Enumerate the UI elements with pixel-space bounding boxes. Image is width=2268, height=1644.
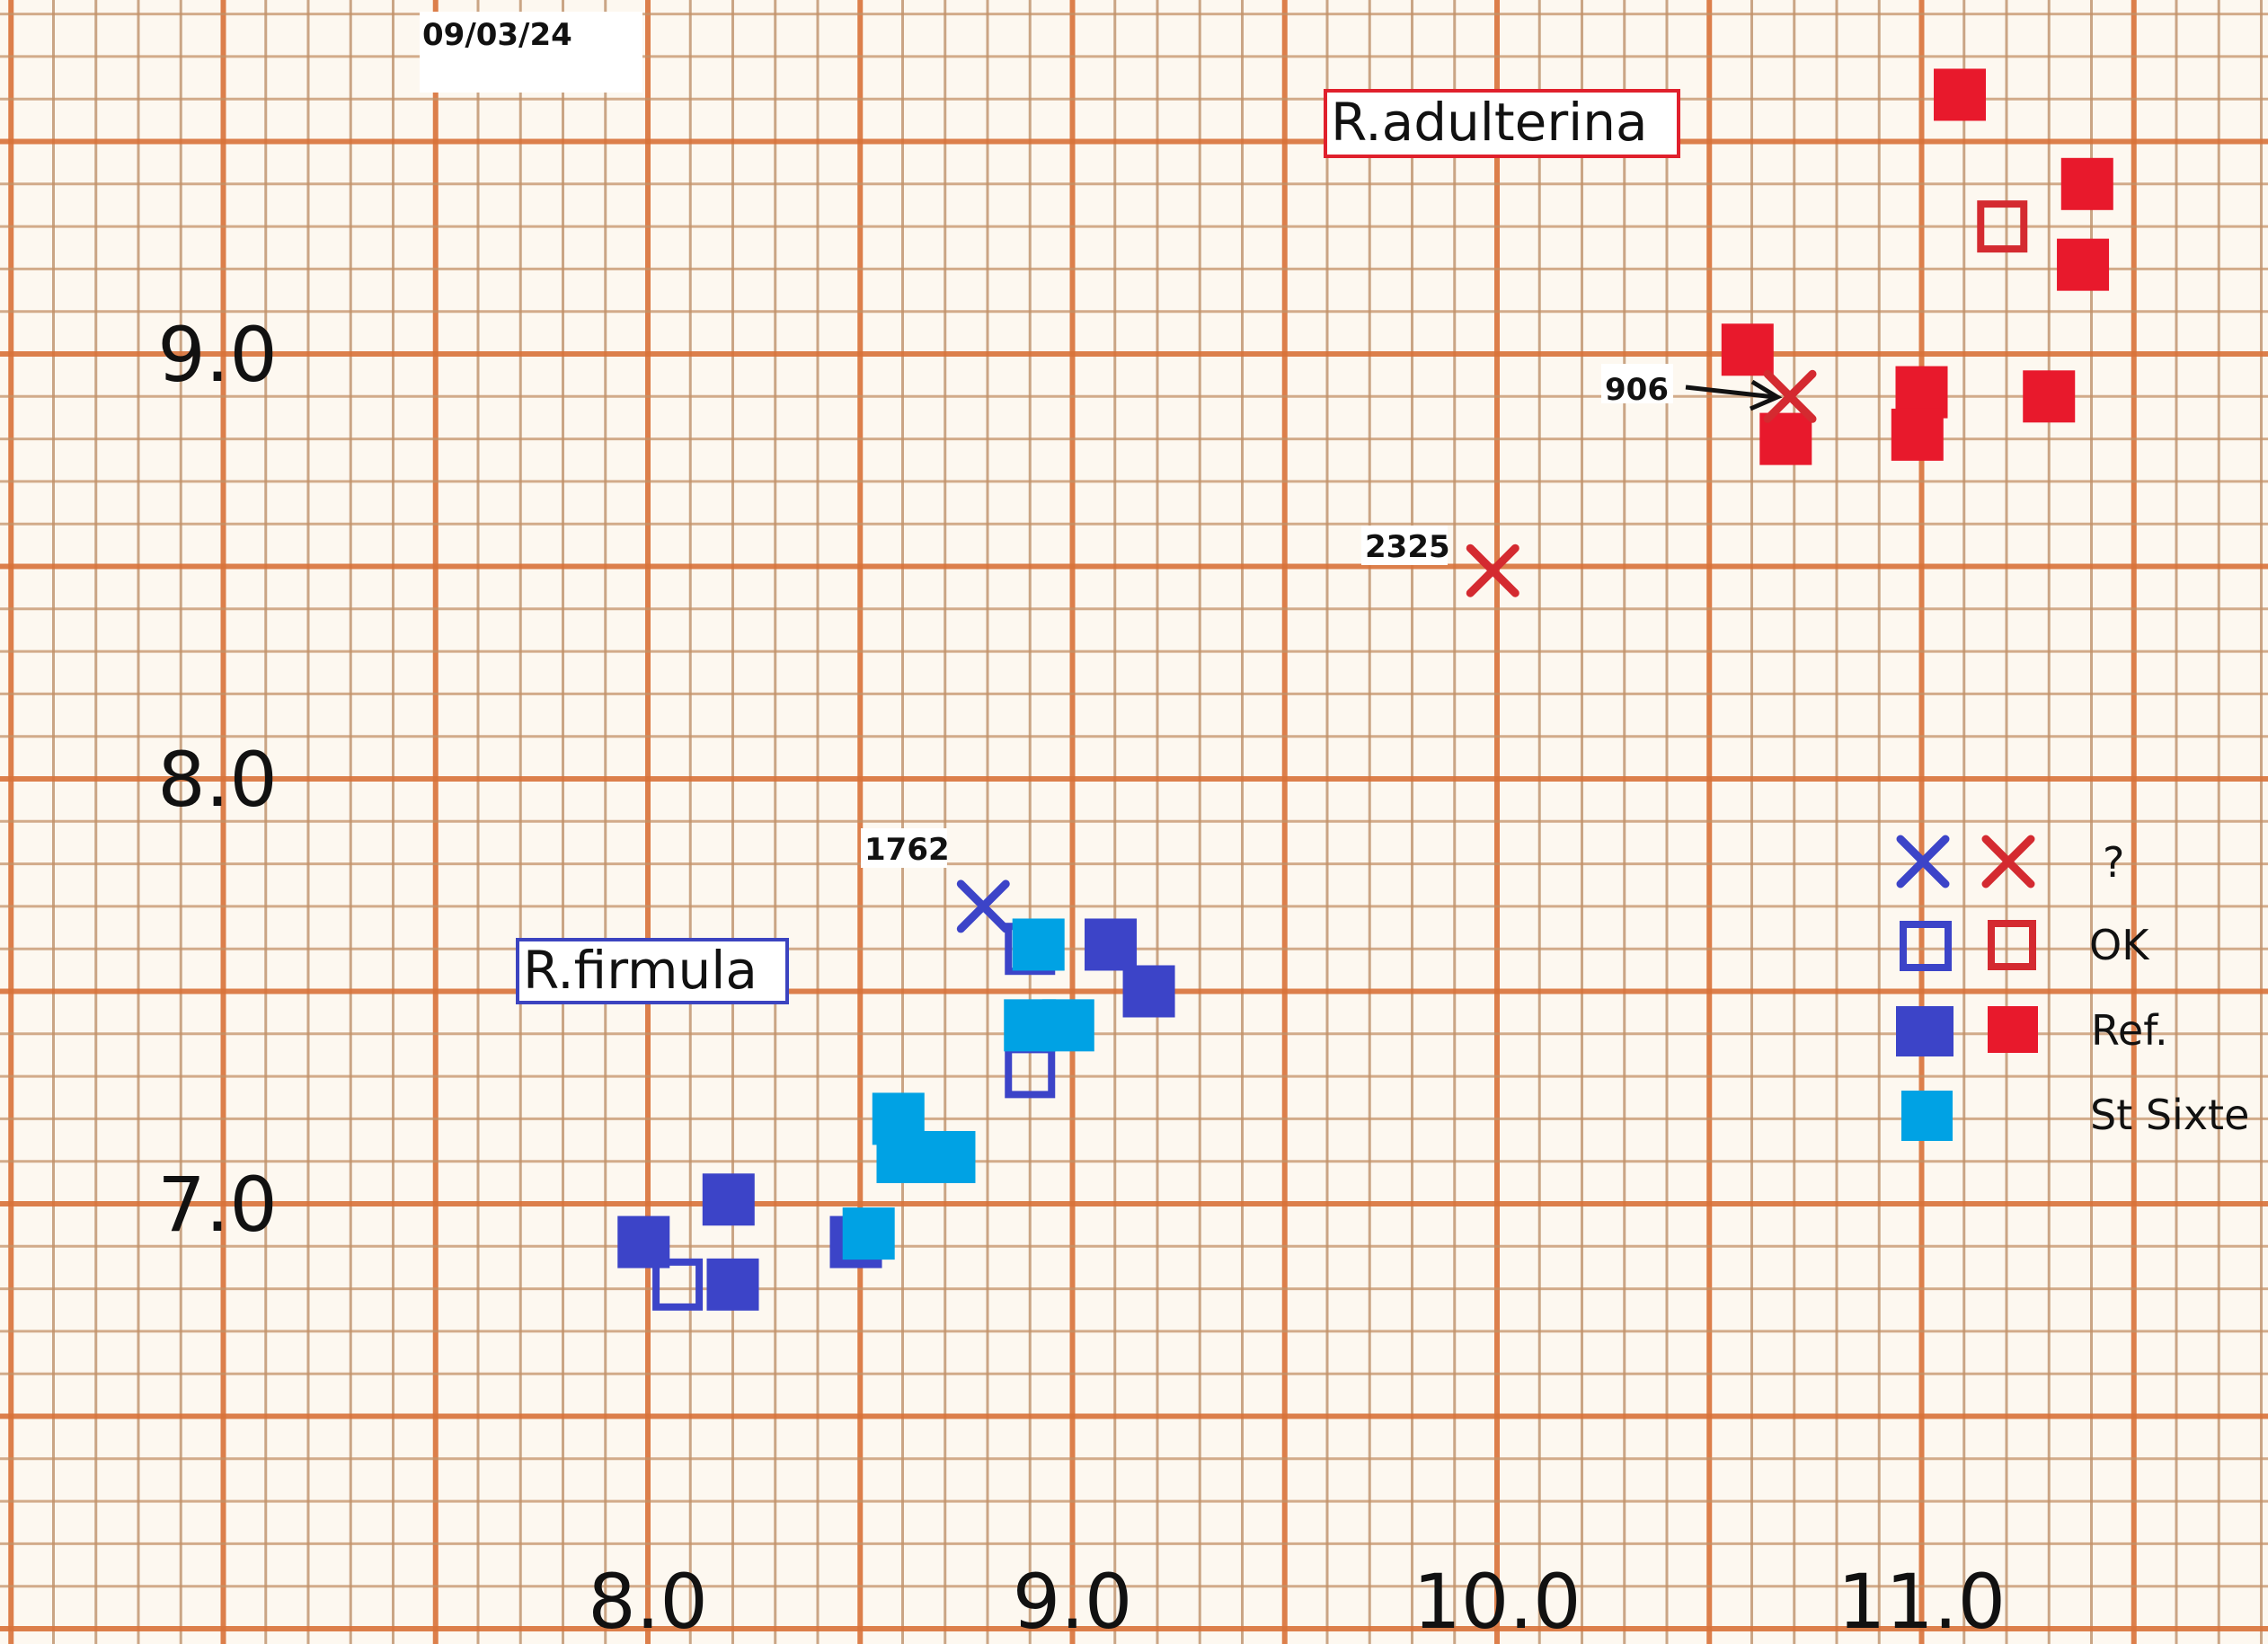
legend-label: St Sixte bbox=[2090, 1091, 2249, 1139]
x-tick-label: 9.0 bbox=[1013, 1558, 1133, 1644]
data-point-filled-square bbox=[1934, 68, 1987, 121]
date-label-box: 09/03/24 bbox=[420, 12, 642, 93]
series-st-sixte bbox=[842, 918, 1094, 1260]
data-point-filled-square bbox=[1122, 965, 1175, 1018]
group-label-text: R.firmula bbox=[523, 940, 757, 1001]
group-label-text: R.adulterina bbox=[1331, 92, 1648, 153]
legend-label: Ref. bbox=[2091, 1006, 2168, 1055]
date-label: 09/03/24 bbox=[422, 17, 572, 53]
legend-row-ref: Ref. bbox=[1896, 1006, 2168, 1056]
data-point-open-square bbox=[1977, 200, 2028, 253]
y-tick-label: 8.0 bbox=[157, 736, 278, 824]
group-label-firmula: R.firmula bbox=[516, 938, 789, 1004]
data-point-cross bbox=[956, 879, 1010, 933]
tick-labels: 8.0 9.0 10.0 11.0 9.0 8.0 7.0 bbox=[157, 311, 2006, 1644]
series-r-adulterina- bbox=[1466, 369, 1817, 597]
data-point-filled-square bbox=[1012, 918, 1065, 971]
legend-blue-cross-icon bbox=[1896, 835, 1950, 888]
annotation-906: 906 bbox=[1605, 372, 1669, 408]
data-point-filled-square bbox=[2060, 157, 2113, 210]
data-point-filled-square bbox=[842, 1207, 895, 1260]
series-r-firmula- bbox=[956, 879, 1010, 933]
data-points bbox=[617, 68, 2113, 1311]
data-point-cross bbox=[1466, 544, 1519, 597]
data-point-filled-square bbox=[2023, 370, 2076, 423]
legend-row-ok: OK bbox=[1900, 920, 2150, 971]
legend-blue-open-square-icon bbox=[1900, 921, 1952, 971]
legend-blue-filled-square-icon bbox=[1896, 1006, 1953, 1056]
data-point-filled-square bbox=[1721, 323, 1774, 376]
annotation-2325: 2325 bbox=[1365, 529, 1450, 565]
y-tick-label: 9.0 bbox=[157, 311, 278, 399]
arrow-icon bbox=[1685, 379, 1783, 411]
data-point-filled-square bbox=[923, 1130, 976, 1183]
legend-red-filled-square-icon bbox=[1988, 1006, 2038, 1053]
data-point-filled-square bbox=[706, 1258, 759, 1311]
x-tick-label: 8.0 bbox=[588, 1558, 708, 1644]
y-tick-label: 7.0 bbox=[157, 1161, 278, 1249]
legend-red-open-square-icon bbox=[1988, 920, 2036, 970]
data-point-filled-square bbox=[2057, 238, 2110, 291]
legend-row-unknown: ? bbox=[1896, 835, 2124, 888]
legend-label: ? bbox=[2103, 838, 2124, 887]
group-label-adulterina: R.adulterina bbox=[1324, 89, 1680, 158]
data-point-filled-square bbox=[876, 1130, 929, 1183]
legend-row-st-sixte: St Sixte bbox=[1901, 1091, 2249, 1141]
data-point-filled-square bbox=[1041, 999, 1094, 1052]
legend-label: OK bbox=[2089, 921, 2150, 969]
data-point-cross bbox=[1763, 369, 1817, 423]
annotation-1762: 1762 bbox=[864, 832, 950, 868]
data-point-filled-square bbox=[1891, 408, 1944, 461]
x-tick-label: 10.0 bbox=[1413, 1558, 1581, 1644]
legend: ? OK Ref. St Sixte bbox=[1896, 835, 2249, 1141]
data-point-open-square bbox=[652, 1258, 704, 1311]
series-r-adulterina-ref- bbox=[1721, 68, 2113, 465]
x-tick-label: 11.0 bbox=[1838, 1558, 2006, 1644]
data-point-filled-square bbox=[1085, 918, 1138, 971]
series-r-firmula-ref- bbox=[617, 918, 1175, 1311]
legend-cyan-filled-square-icon bbox=[1901, 1091, 1953, 1141]
point-annotations: 906 2325 1762 bbox=[861, 364, 1783, 868]
legend-red-cross-icon bbox=[1981, 835, 2035, 888]
data-point-filled-square bbox=[702, 1173, 755, 1226]
series-r-adulterina-ok bbox=[1977, 200, 2028, 253]
